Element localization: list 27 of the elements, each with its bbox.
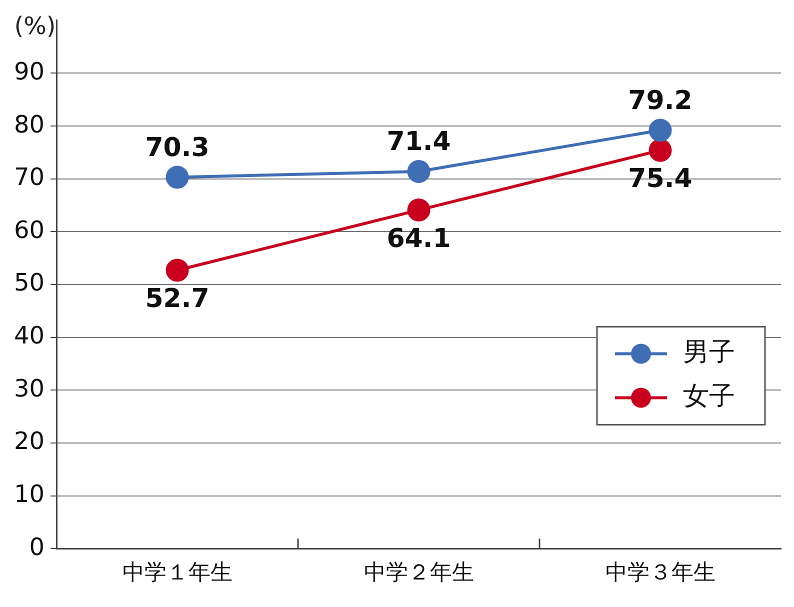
data-label: 71.4 [386, 127, 451, 158]
data-label: 79.2 [628, 86, 692, 116]
y-tick-label: 80 [14, 110, 45, 138]
y-axis-title: (%) [14, 12, 56, 40]
data-label: 52.7 [145, 284, 210, 314]
x-tick-label: 中学１年生 [122, 560, 232, 586]
legend-label: 男子 [683, 338, 735, 368]
data-label: 64.1 [386, 224, 451, 254]
legend-label: 女子 [683, 382, 735, 412]
point [407, 198, 430, 222]
point [648, 138, 672, 162]
data-label: 70.3 [145, 133, 210, 164]
y-tick-label: 30 [14, 374, 45, 402]
x-tick-label: 中学３年生 [605, 560, 716, 586]
y-tick-label: 20 [14, 427, 45, 456]
y-tick-label: 90 [14, 57, 45, 86]
y-tick-label: 70 [14, 163, 45, 192]
point [407, 160, 430, 183]
y-tick-label: 0 [29, 532, 45, 561]
y-tick-label: 10 [14, 480, 45, 508]
point [166, 166, 189, 189]
y-tick-label: 40 [14, 322, 45, 350]
x-tick-label: 中学２年生 [364, 560, 474, 586]
y-tick-label: 60 [14, 216, 45, 244]
point [166, 258, 189, 282]
point [648, 118, 672, 142]
y-tick-label: 50 [14, 268, 45, 297]
